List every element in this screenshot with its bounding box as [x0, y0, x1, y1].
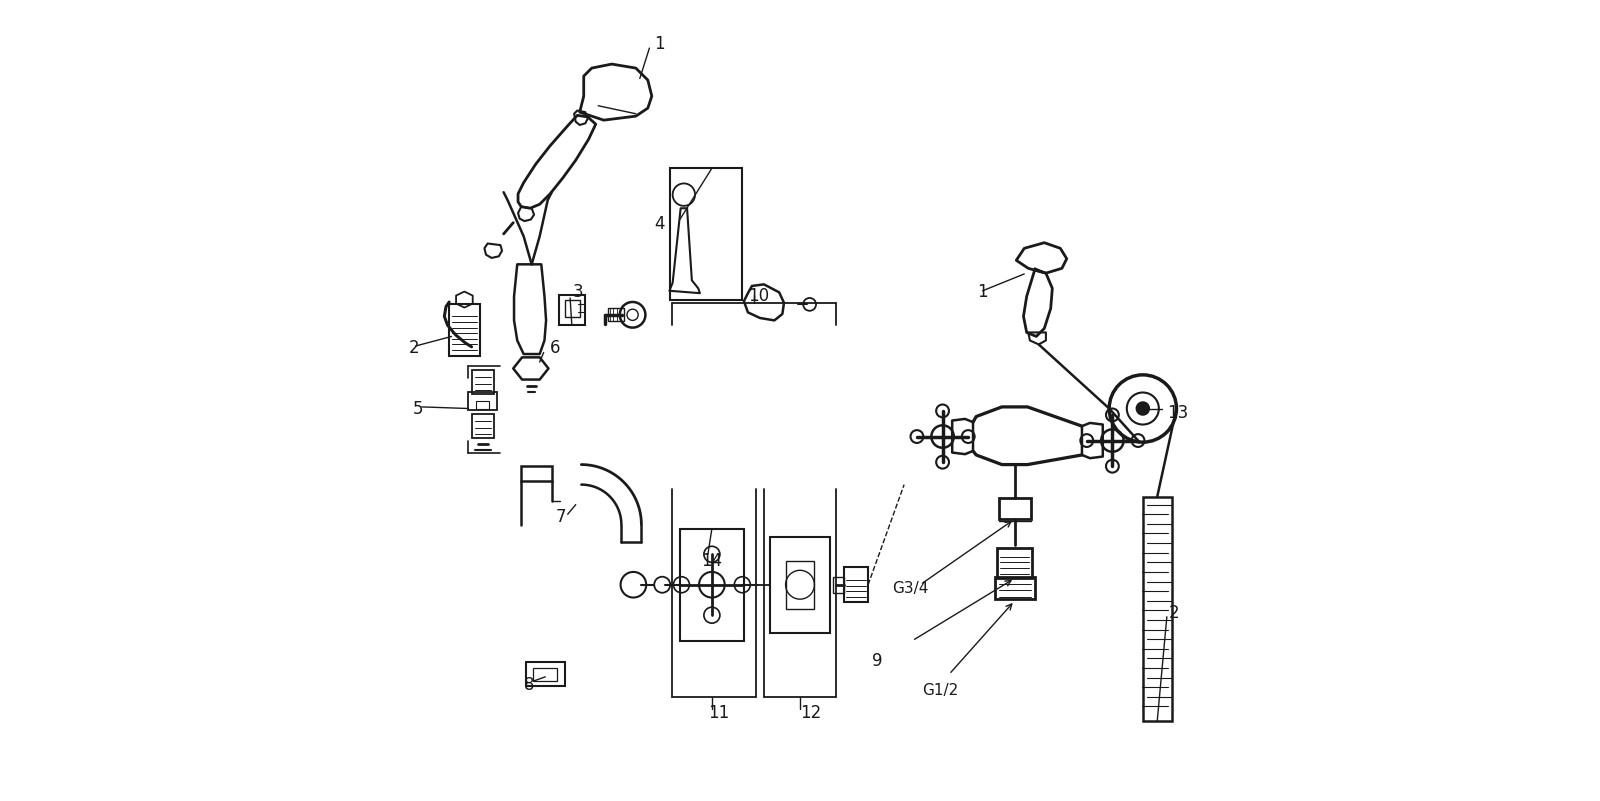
Text: 4: 4 — [654, 215, 664, 233]
Text: 1: 1 — [978, 284, 987, 301]
Bar — [995, 577, 1035, 599]
Bar — [522, 466, 552, 481]
Bar — [786, 561, 814, 609]
Bar — [472, 414, 494, 438]
Bar — [472, 370, 494, 394]
Bar — [998, 498, 1030, 519]
Bar — [608, 308, 624, 321]
Text: 3: 3 — [573, 284, 582, 301]
Text: 8: 8 — [523, 676, 534, 694]
Text: G1/2: G1/2 — [922, 683, 958, 698]
Bar — [450, 304, 480, 356]
Bar — [845, 567, 869, 602]
Bar — [558, 295, 584, 325]
Bar — [469, 392, 498, 410]
Bar — [680, 529, 744, 641]
Bar — [1142, 497, 1171, 721]
Bar — [770, 537, 830, 633]
Text: 13: 13 — [1166, 404, 1189, 421]
Circle shape — [1136, 402, 1149, 415]
Bar — [997, 548, 1032, 578]
Bar — [526, 662, 565, 686]
Text: 6: 6 — [550, 340, 560, 357]
Bar — [565, 300, 579, 317]
Text: 10: 10 — [747, 288, 770, 305]
Bar — [834, 577, 845, 593]
Text: 12: 12 — [800, 704, 821, 722]
Text: 11: 11 — [707, 704, 730, 722]
Text: 7: 7 — [555, 508, 566, 525]
Text: 2: 2 — [410, 340, 419, 357]
Bar — [670, 168, 742, 300]
Text: 1: 1 — [654, 35, 666, 53]
Text: 5: 5 — [413, 400, 422, 417]
Text: 14: 14 — [701, 552, 722, 570]
Bar — [477, 400, 490, 409]
Text: 9: 9 — [872, 652, 883, 670]
Text: G3/4: G3/4 — [893, 582, 928, 596]
Text: 2: 2 — [1168, 604, 1179, 622]
Bar — [533, 668, 557, 681]
